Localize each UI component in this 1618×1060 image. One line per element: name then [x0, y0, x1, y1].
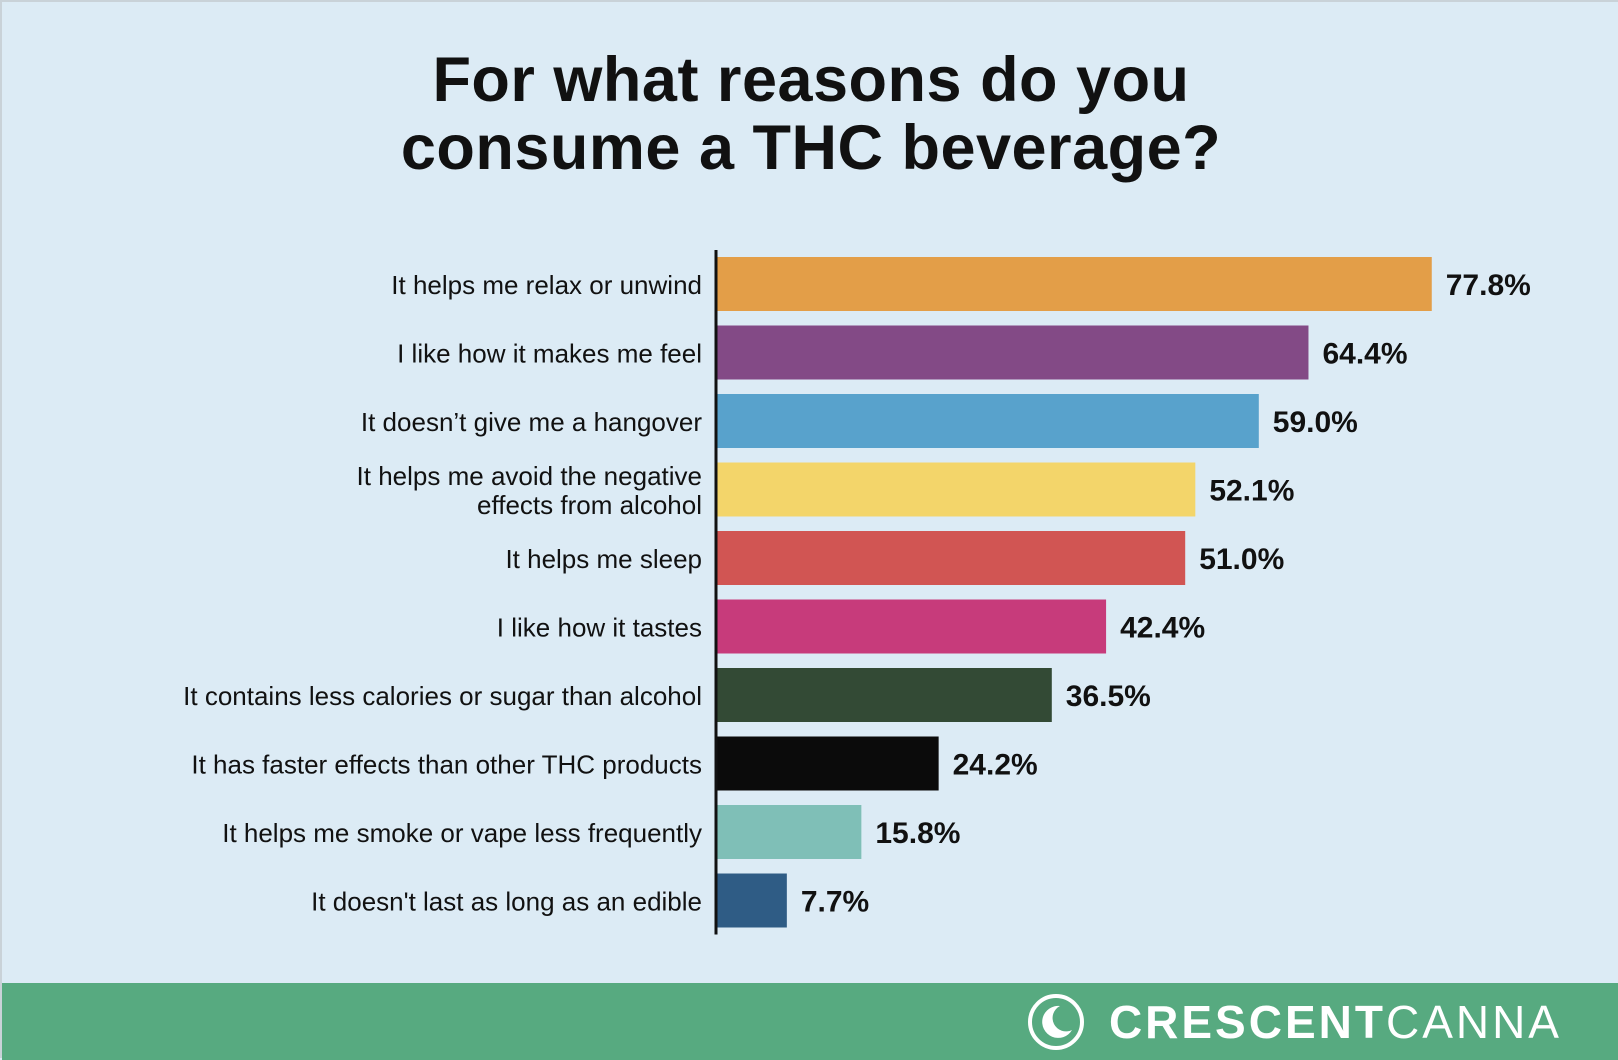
category-label-4: It helps me avoid the negative effects fr… — [357, 461, 702, 520]
bar-7 — [716, 668, 1052, 722]
category-label-8: It has faster effects than other THC pro… — [191, 750, 702, 780]
value-label-8: 24.2% — [953, 749, 1038, 782]
bar-4 — [716, 462, 1196, 517]
value-label-6: 42.4% — [1120, 612, 1205, 645]
category-label-7: It contains less calories or sugar than … — [183, 681, 702, 711]
brand-name-light: CANNA — [1385, 996, 1562, 1048]
bar-3 — [716, 394, 1259, 448]
bar-chart: 77.8% It helps me relax or unwind 64.4% I l… — [183, 250, 1531, 935]
value-label-1: 77.8% — [1446, 269, 1531, 302]
brand-logo: CRESCENTCANNA — [1027, 993, 1562, 1051]
chart-title: For what reasons do you consume a THC be… — [2, 46, 1618, 182]
bar-1 — [716, 257, 1432, 311]
category-label-3: It doesn’t give me a hangover — [361, 407, 702, 437]
bar-8 — [716, 736, 939, 791]
chart-title-line-1: For what reasons do you — [432, 45, 1190, 115]
bar-6 — [716, 599, 1107, 654]
brand-name-bold: CRESCENT — [1108, 996, 1386, 1048]
bar-5 — [716, 531, 1186, 585]
category-label-6: I like how it tastes — [497, 613, 702, 643]
value-label-9: 15.8% — [875, 817, 960, 850]
bar-10 — [716, 873, 787, 928]
bar-9 — [716, 805, 862, 859]
value-label-4: 52.1% — [1209, 475, 1294, 508]
bar-2 — [716, 325, 1309, 380]
brand-name: CRESCENTCANNA — [1109, 993, 1562, 1051]
category-label-10: It doesn't last as long as an edible — [311, 887, 702, 917]
category-label-9: It helps me smoke or vape less frequentl… — [222, 818, 702, 848]
value-label-2: 64.4% — [1322, 338, 1407, 371]
chart-title-line-2: consume a THC beverage? — [400, 113, 1222, 183]
category-label-5: It helps me sleep — [505, 544, 702, 574]
category-label-1: It helps me relax or unwind — [391, 270, 702, 300]
value-label-7: 36.5% — [1066, 680, 1151, 713]
footer-banner: CRESCENTCANNA — [2, 983, 1618, 1060]
crescent-moon-icon — [1027, 994, 1084, 1050]
category-label-2: I like how it makes me feel — [397, 339, 702, 369]
value-label-5: 51.0% — [1199, 543, 1284, 576]
value-label-10: 7.7% — [801, 886, 869, 919]
value-label-3: 59.0% — [1273, 406, 1358, 439]
